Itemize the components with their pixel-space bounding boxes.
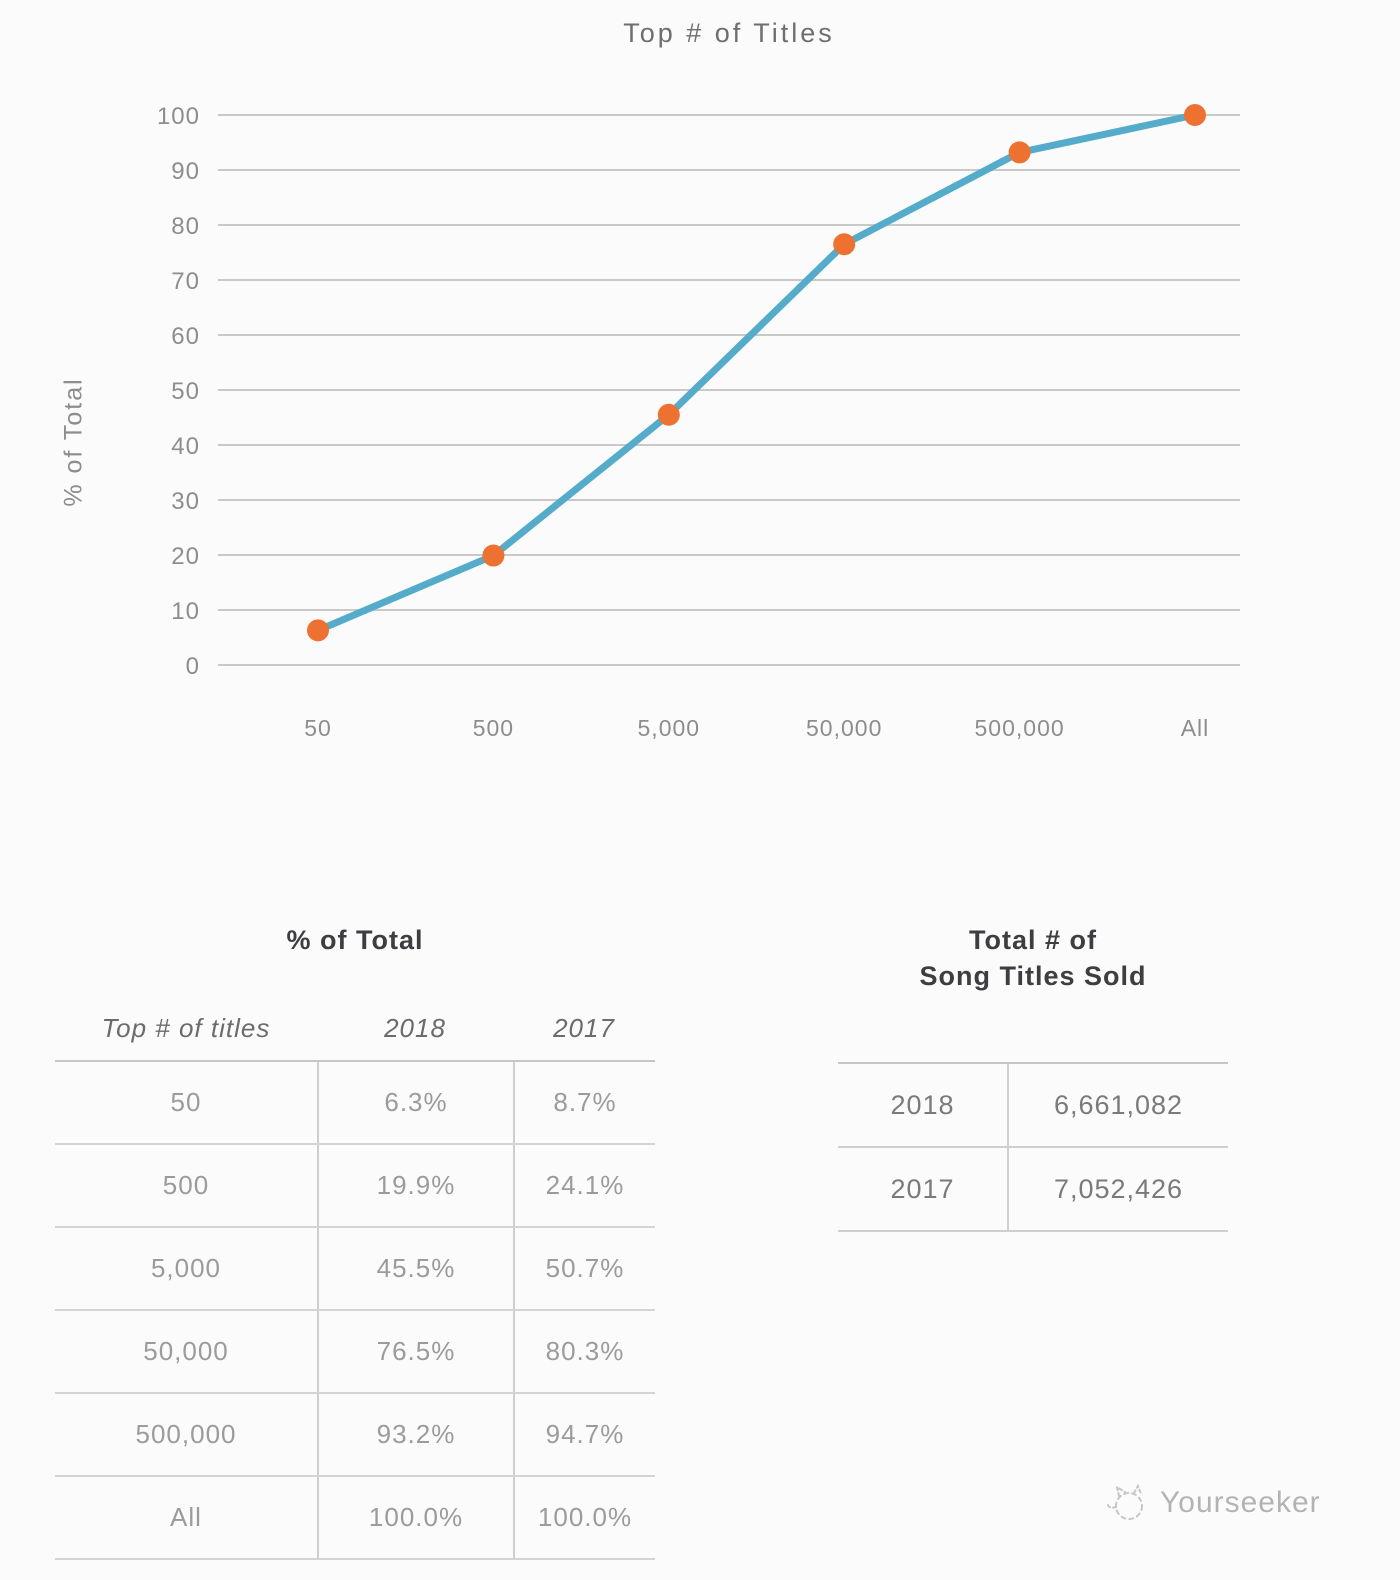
song-titles-sold-table: Total # of Song Titles Sold 2018 6,661,0…: [838, 922, 1228, 1232]
x-tick-label: 50: [304, 715, 332, 741]
series-line-2018: [314, 111, 1199, 634]
table-row: 2018 6,661,082: [838, 1064, 1228, 1148]
watermark-label: Yourseeker: [1160, 1486, 1321, 1519]
x-tick-label: All: [1181, 715, 1210, 741]
value-2017: 100.0%: [513, 1477, 655, 1558]
cat-doodle-icon: [1106, 1483, 1143, 1520]
title-line-1: Total # of: [969, 925, 1097, 955]
value-2018: 6.3%: [317, 1062, 513, 1143]
x-tick-label: 500: [473, 715, 514, 741]
value-2017: 24.1%: [513, 1145, 655, 1226]
value-2017: 94.7%: [513, 1394, 655, 1475]
title-line-2: Song Titles Sold: [919, 961, 1147, 991]
value-2018: 93.2%: [317, 1394, 513, 1475]
y-tick-label: 100: [157, 103, 200, 130]
y-tick-label: 50: [171, 378, 200, 405]
year-label: 2018: [890, 1089, 955, 1120]
x-tick-label: 500,000: [975, 715, 1065, 741]
value-2017: 80.3%: [513, 1311, 655, 1392]
value-2018: 76.5%: [317, 1311, 513, 1392]
titles-sold-rows: 2018 6,661,082 2017 7,052,426: [838, 1062, 1228, 1232]
table-row: All 100.0% 100.0%: [55, 1477, 655, 1560]
data-point-marker: [1184, 104, 1206, 126]
titles-sold-value: 6,661,082: [1007, 1064, 1228, 1146]
percent-of-total-table: % of Total Top # of titles 2018 2017 50 …: [55, 922, 655, 1560]
percent-table-header-row: Top # of titles 2018 2017: [55, 958, 655, 1062]
yourseeker-watermark: Yourseeker: [1104, 1480, 1321, 1526]
value-2017: 8.7%: [513, 1062, 655, 1143]
y-tick-label: 10: [171, 598, 200, 625]
x-tick-label: 50,000: [806, 715, 882, 741]
y-tick-label: 40: [171, 433, 200, 460]
value-2018: 100.0%: [317, 1477, 513, 1558]
data-point-marker: [833, 233, 856, 256]
table-row: 50 6.3% 8.7%: [55, 1062, 655, 1145]
table-row: 5,000 45.5% 50.7%: [55, 1228, 655, 1311]
row-label: 500,000: [135, 1419, 237, 1449]
y-tick-label: 20: [171, 543, 200, 570]
y-tick-label: 90: [171, 158, 200, 185]
year-label: 2017: [890, 1173, 955, 1204]
data-point-marker: [657, 403, 680, 426]
line-chart: 0 10 20 30 40 50 60 70 80 90 100 50 500 5,000 50,000 50…: [157, 103, 1240, 741]
titles-sold-value: 7,052,426: [1007, 1148, 1228, 1230]
y-tick-label: 70: [171, 268, 200, 295]
column-header: 2017: [553, 1013, 615, 1043]
percent-table-title: % of Total: [286, 925, 424, 955]
value-2018: 45.5%: [317, 1228, 513, 1309]
x-tick-label: 5,000: [638, 715, 701, 741]
data-point-marker: [482, 544, 505, 567]
column-header: Top # of titles: [101, 1013, 271, 1043]
row-label: All: [170, 1502, 202, 1532]
value-2018: 19.9%: [317, 1145, 513, 1226]
row-label: 500: [162, 1170, 210, 1200]
data-point-marker: [1008, 141, 1031, 164]
value-2017: 50.7%: [513, 1228, 655, 1309]
row-label: 50,000: [143, 1336, 229, 1366]
table-row: 50,000 76.5% 80.3%: [55, 1311, 655, 1394]
y-tick-label: 80: [171, 213, 200, 240]
titles-sold-table-title: Total # of Song Titles Sold: [838, 922, 1228, 994]
y-tick-label: 30: [171, 488, 200, 515]
table-row: 500,000 93.2% 94.7%: [55, 1394, 655, 1477]
table-row: 2017 7,052,426: [838, 1148, 1228, 1232]
table-row: 500 19.9% 24.1%: [55, 1145, 655, 1228]
chart-title: Top # of Titles: [623, 18, 835, 48]
row-label: 50: [170, 1087, 202, 1117]
y-tick-label: 60: [171, 323, 200, 350]
data-point-marker: [307, 619, 329, 642]
row-label: 5,000: [150, 1253, 222, 1283]
y-tick-label: 0: [186, 653, 200, 680]
column-header: 2018: [384, 1013, 446, 1043]
